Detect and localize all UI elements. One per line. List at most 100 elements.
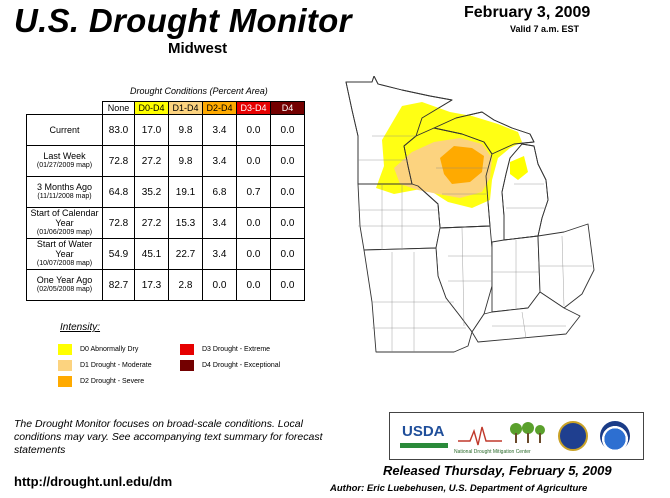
table-cell: 0.0	[270, 269, 305, 301]
row-label-text: Start of Calendar Year	[30, 208, 99, 228]
table-header-row: None D0-D4 D1-D4 D2-D4 D3-D4 D4	[27, 101, 305, 115]
legend-title: Intensity:	[60, 322, 101, 333]
table-cell: 17.3	[134, 269, 169, 301]
table-cell: 0.0	[236, 114, 271, 146]
table-cell: 27.2	[134, 207, 169, 239]
commerce-seal-icon	[558, 421, 588, 451]
legend-item-d4: D4 Drought - Exceptional	[180, 360, 280, 371]
region-name: Midwest	[168, 40, 228, 57]
col-header-d4: D4	[270, 101, 305, 115]
table-cell: 6.8	[202, 176, 237, 208]
legend-label-d4: D4 Drought - Exceptional	[202, 362, 281, 369]
row-label-sub: (11/11/2008 map)	[37, 193, 92, 200]
legend-swatch-d2	[58, 376, 72, 387]
table-cell: 0.0	[270, 238, 305, 270]
row-label-text: Last Week	[43, 151, 86, 161]
table-cell: 0.0	[270, 207, 305, 239]
table-cell: 0.0	[236, 145, 271, 177]
table-cell: 0.7	[236, 176, 271, 208]
row-label-sub: (01/27/2009 map)	[36, 162, 93, 169]
table-cell: 17.0	[134, 114, 169, 146]
website-link[interactable]: http://drought.unl.edu/dm	[14, 474, 173, 489]
table-cell: 0.0	[202, 269, 237, 301]
d0-upper-michigan-area	[510, 156, 528, 180]
row-label: Last Week (01/27/2009 map)	[26, 145, 103, 177]
table-cell: 22.7	[168, 238, 203, 270]
noaa-seal-icon	[600, 421, 630, 451]
table-cell: 35.2	[134, 176, 169, 208]
legend-label-d1: D1 Drought - Moderate	[80, 362, 152, 369]
county-lines	[358, 135, 592, 352]
row-label: Start of Water Year (10/07/2008 map)	[26, 238, 103, 270]
row-label-sub: (01/06/2009 map)	[36, 229, 93, 236]
row-label-text: Current	[49, 125, 80, 135]
table-row: Last Week (01/27/2009 map) 72.8 27.2 9.8 …	[26, 145, 305, 177]
table-cell: 72.8	[102, 145, 135, 177]
state-kentucky	[471, 291, 581, 343]
table-row: One Year Ago (02/05/2008 map) 82.7 17.3 2…	[26, 269, 305, 301]
midwest-drought-map	[345, 76, 595, 353]
map-title: U.S. Drought Monitor	[14, 2, 352, 39]
usda-logo-swoosh	[400, 443, 448, 448]
col-header-d0-d4: D0-D4	[134, 101, 169, 115]
col-header-d1-d4: D1-D4	[168, 101, 203, 115]
col-header-none: None	[102, 101, 135, 115]
table-cell: 3.4	[202, 114, 237, 146]
drought-conditions-table: None D0-D4 D1-D4 D2-D4 D3-D4 D4 Current …	[26, 101, 305, 301]
row-label: Start of Calendar Year (01/06/2009 map)	[26, 207, 103, 239]
table-row: 3 Months Ago (11/11/2008 map) 64.8 35.2 1…	[26, 176, 305, 208]
table-cell: 9.8	[168, 114, 203, 146]
table-row: Start of Water Year (10/07/2008 map) 54.9…	[26, 238, 305, 270]
col-header-d2-d4: D2-D4	[202, 101, 237, 115]
state-michigan-lp	[501, 143, 549, 241]
table-cell: 0.0	[236, 269, 271, 301]
legend-item-d2: D2 Drought - Severe	[58, 376, 144, 387]
col-header-d3-d4: D3-D4	[236, 101, 271, 115]
author-credit: Author: Eric Luebehusen, U.S. Department…	[330, 483, 588, 494]
legend-label-d0: D0 Abnormally Dry	[80, 346, 139, 353]
table-cell: 27.2	[134, 145, 169, 177]
row-label: 3 Months Ago (11/11/2008 map)	[26, 176, 103, 208]
table-cell: 45.1	[134, 238, 169, 270]
release-date: Released Thursday, February 5, 2009	[383, 463, 612, 478]
legend-swatch-d3	[180, 344, 194, 355]
ndmc-logo-icon	[458, 422, 545, 446]
table-cell: 0.0	[236, 238, 271, 270]
valid-time: Valid 7 a.m. EST	[510, 24, 580, 34]
row-label-text: One Year Ago	[36, 275, 93, 285]
legend-swatch-d0	[58, 344, 72, 355]
legend-swatch-d4	[180, 360, 194, 371]
table-caption: Drought Conditions (Percent Area)	[130, 86, 268, 96]
partner-logos: USDA National Drought Mitigation Center	[389, 412, 644, 460]
table-row: Current 83.0 17.0 9.8 3.4 0.0 0.0	[26, 114, 305, 146]
row-label: Current	[26, 114, 103, 146]
disclaimer-note: The Drought Monitor focuses on broad-sca…	[14, 418, 323, 456]
table-cell: 0.0	[236, 207, 271, 239]
table-cell: 2.8	[168, 269, 203, 301]
legend-swatch-d1	[58, 360, 72, 371]
table-cell: 19.1	[168, 176, 203, 208]
row-label-sub: (02/05/2008 map)	[36, 286, 93, 293]
blank-header-cell	[27, 102, 103, 115]
table-cell: 54.9	[102, 238, 135, 270]
row-label-text: 3 Months Ago	[36, 182, 93, 192]
table-cell: 72.8	[102, 207, 135, 239]
table-cell: 9.8	[168, 145, 203, 177]
legend-label-d2: D2 Drought - Severe	[80, 378, 145, 385]
row-label-text: Start of Water Year	[36, 239, 93, 259]
table-cell: 83.0	[102, 114, 135, 146]
table-row: Start of Calendar Year (01/06/2009 map) 7…	[26, 207, 305, 239]
table-cell: 0.0	[270, 145, 305, 177]
d2-severe-drought-area	[440, 146, 484, 184]
row-label-sub: (10/07/2008 map)	[36, 260, 93, 267]
table-cell: 64.8	[102, 176, 135, 208]
legend-item-d1: D1 Drought - Moderate	[58, 360, 152, 371]
legend-label-d3: D3 Drought - Extreme	[202, 346, 271, 353]
legend-item-d0: D0 Abnormally Dry	[58, 344, 138, 355]
usda-logo: USDA	[402, 423, 445, 440]
table-cell: 3.4	[202, 145, 237, 177]
table-cell: 3.4	[202, 207, 237, 239]
map-date: February 3, 2009	[464, 4, 591, 21]
table-cell: 15.3	[168, 207, 203, 239]
ndmc-logo-text: National Drought Mitigation Center	[454, 449, 531, 455]
